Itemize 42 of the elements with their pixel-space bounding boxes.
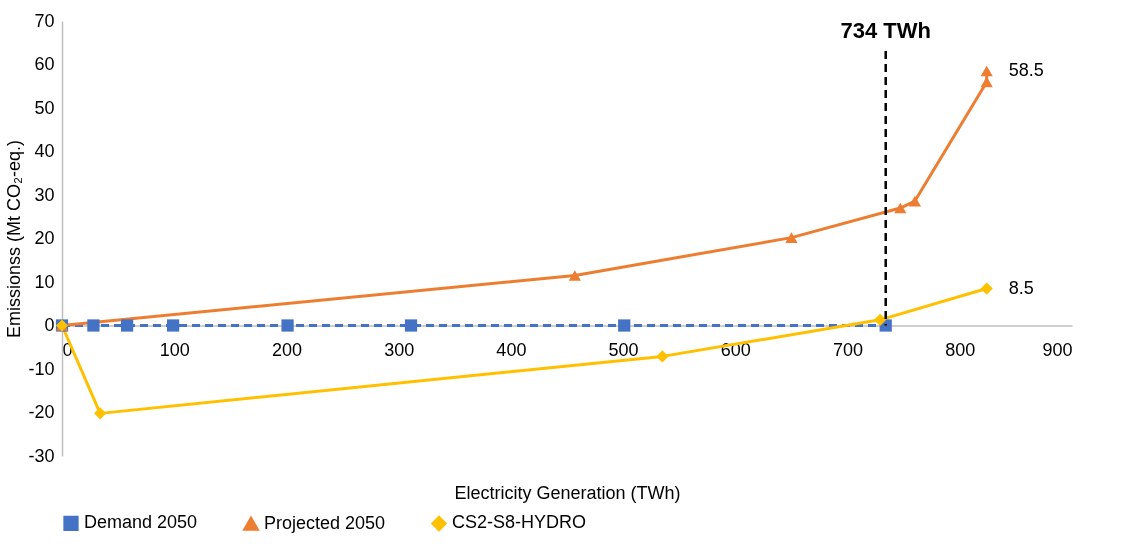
point [656,350,669,363]
y-axis-title: Emissionss (Mt CO₂-eq.) [4,139,25,339]
annotation: 58.5 [1008,60,1044,81]
legend-label: Projected 2050 [264,512,386,533]
x-tick-label: 300 [384,340,415,360]
point [980,65,993,77]
y-tick-label: 60 [34,54,55,74]
x-tick-label: 100 [159,340,190,360]
y-tick-label: 30 [34,184,55,205]
y-tick-label: 70 [34,10,55,31]
point [568,270,581,281]
annotation: 8.5 [1008,277,1034,298]
point [785,232,798,243]
point [908,195,922,207]
y-tick-label: 0 [44,315,55,335]
point [404,319,418,332]
y-tick-label: 20 [34,228,55,248]
legend-label: CS2-S8-HYDRO [452,512,587,533]
x-tick-label: 800 [945,340,976,360]
y-tick-label: 10 [34,271,55,292]
point [873,313,887,326]
point [980,282,993,295]
x-tick-label: 900 [1042,340,1073,360]
x-axis-title: Electricity Generation (TWh) [454,482,681,503]
x-tick-label: 400 [496,340,527,360]
legend-label: Demand 2050 [84,512,198,533]
point [87,319,100,332]
x-tick-label: 500 [608,340,639,360]
point [120,319,134,332]
y-tick-label: 40 [34,141,55,161]
point [894,202,907,214]
point [281,319,294,332]
y-tick-label: 50 [34,97,55,118]
point [94,407,107,420]
ref-line-label: 734 TWh [840,18,931,43]
y-tick-label: -10 [28,358,55,379]
x-tick-label: 200 [271,340,302,360]
point [618,319,631,332]
point [166,319,180,332]
x-tick-label: 700 [833,340,864,360]
y-tick-label: -30 [28,445,55,466]
y-tick-label: -20 [28,402,55,422]
